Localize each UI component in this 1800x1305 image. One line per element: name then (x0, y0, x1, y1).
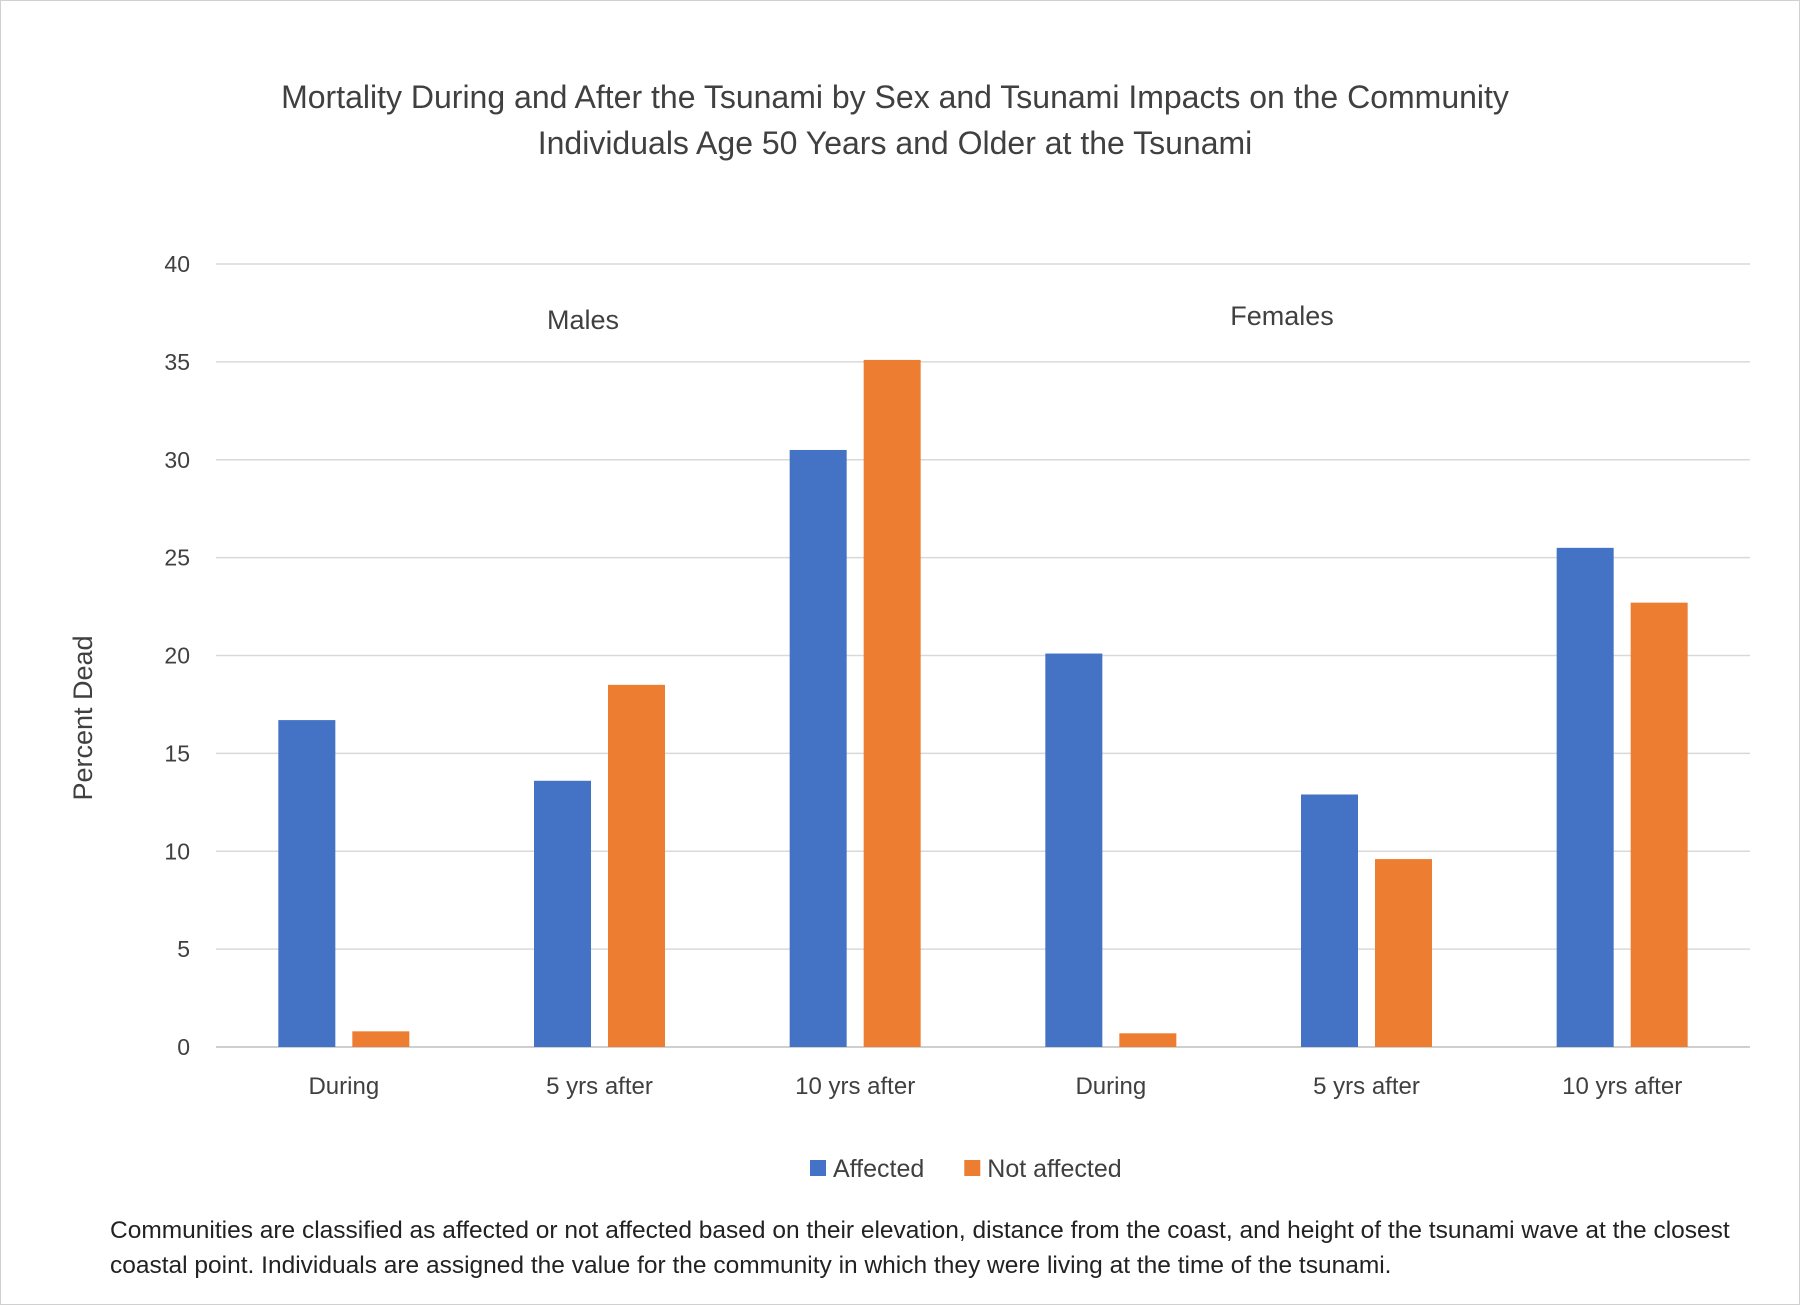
x-tick-label: 10 yrs after (1562, 1073, 1682, 1100)
legend-label: Not affected (987, 1155, 1121, 1183)
y-tick-label: 20 (164, 643, 190, 669)
legend-label: Affected (833, 1155, 924, 1183)
bar-affected (1301, 794, 1358, 1047)
bar-affected (789, 449, 847, 1047)
chart-title-line-1: Mortality During and After the Tsunami b… (281, 79, 1509, 115)
x-tick-label: During (308, 1073, 379, 1100)
bar-not-affected (608, 684, 665, 1047)
y-tick-label: 5 (177, 936, 190, 962)
bar-not-affected (1630, 602, 1688, 1047)
bar-affected (534, 780, 591, 1047)
y-axis-label: Percent Dead (68, 635, 98, 800)
x-tick-label: 5 yrs after (546, 1073, 653, 1100)
chart-title-line-2: Individuals Age 50 Years and Older at th… (538, 125, 1253, 161)
y-tick-label: 0 (177, 1034, 190, 1060)
y-tick-label: 15 (164, 740, 190, 766)
legend-swatch (964, 1160, 981, 1176)
bar-not-affected (1119, 1033, 1177, 1047)
bar-not-affected (863, 359, 921, 1048)
y-tick-label: 10 (164, 838, 190, 864)
y-tick-label: 35 (164, 349, 190, 375)
bar-affected (278, 720, 336, 1047)
annotation-females: Females (1230, 301, 1334, 331)
bar-affected (1556, 547, 1614, 1047)
y-tick-label: 25 (164, 545, 190, 571)
x-tick-label: 5 yrs after (1313, 1073, 1420, 1100)
x-tick-label: 10 yrs after (795, 1073, 915, 1100)
bar-not-affected (352, 1031, 410, 1047)
y-tick-label: 40 (164, 251, 190, 277)
legend-swatch (810, 1160, 826, 1176)
bar-affected (1045, 653, 1103, 1047)
x-tick-label: During (1075, 1073, 1146, 1100)
y-tick-label: 30 (164, 447, 190, 473)
annotation-males: Males (547, 305, 619, 335)
footnote: Communities are classified as affected o… (110, 1217, 1730, 1279)
bar-not-affected (1375, 859, 1432, 1047)
